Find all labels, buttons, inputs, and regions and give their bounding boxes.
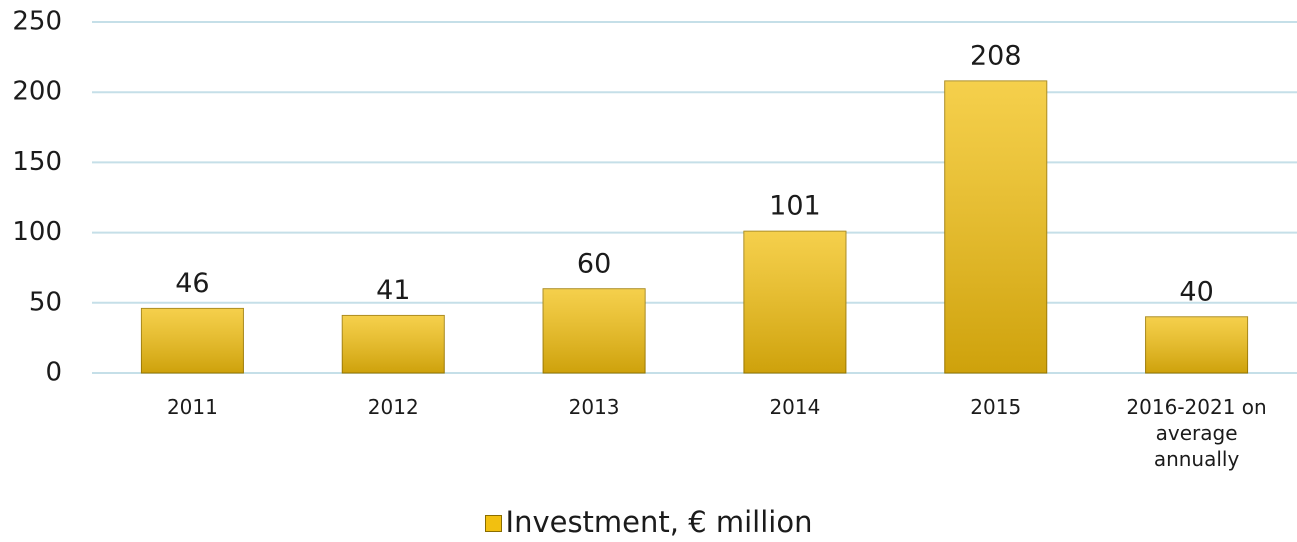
x-tick-label: 2011 <box>166 395 218 419</box>
bar-shade <box>944 80 1047 373</box>
legend-swatch <box>484 515 502 532</box>
y-tick-label: 250 <box>12 7 62 37</box>
bar-shade <box>141 308 244 373</box>
y-tick-label: 150 <box>12 147 62 177</box>
y-tick-label: 100 <box>12 217 62 247</box>
value-label: 60 <box>577 248 611 279</box>
bar-shade <box>1145 316 1248 373</box>
value-label: 46 <box>175 268 209 299</box>
y-tick-label: 0 <box>45 358 62 388</box>
y-tick-label: 200 <box>12 77 62 107</box>
x-tick-label: 2013 <box>568 395 620 419</box>
value-label: 101 <box>769 191 821 222</box>
bar-shade <box>743 231 846 373</box>
legend-label: Investment, € million <box>505 505 813 539</box>
legend: Investment, € million <box>0 505 1297 539</box>
bar-shade <box>543 288 646 373</box>
x-tick-label: 2012 <box>367 395 419 419</box>
value-label: 41 <box>376 275 410 306</box>
bar-shade <box>342 315 445 373</box>
value-label: 208 <box>970 40 1022 71</box>
value-label: 40 <box>1179 276 1213 307</box>
x-tick-label: 2014 <box>769 395 821 419</box>
x-tick-label: 2015 <box>970 395 1022 419</box>
y-tick-label: 50 <box>29 287 62 317</box>
x-tick-label: 2016-2021 on average annually <box>1126 395 1267 471</box>
